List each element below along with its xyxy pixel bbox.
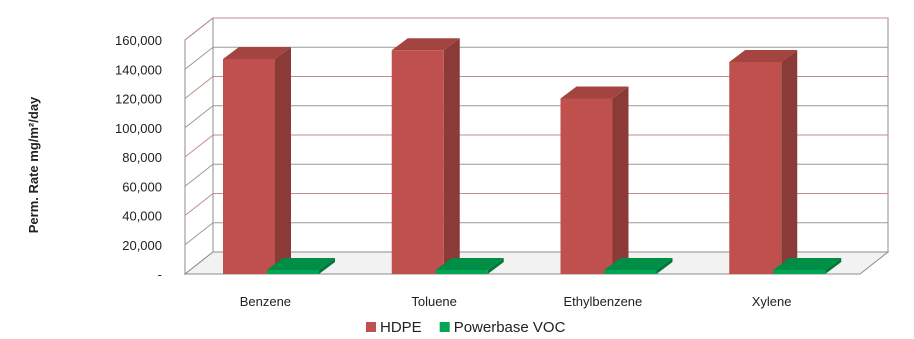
bar-top [773, 258, 842, 270]
bar-top [223, 47, 291, 60]
bar-front [604, 270, 657, 274]
y-axis-label: Perm. Rate mg/m²/day [26, 96, 41, 233]
bars [223, 38, 842, 275]
y-tick-label: 40,000 [122, 209, 162, 224]
bar-powerbase-voc-xylene [773, 258, 842, 274]
bar-front [560, 98, 613, 274]
y-tick-labels: - 20,000 40,000 60,000 80,000 100,000 120,000 1… [115, 33, 162, 282]
gridline [184, 76, 888, 99]
bar-top [267, 258, 335, 270]
bar-top [604, 258, 673, 270]
bar-top [729, 49, 798, 62]
bar-side [443, 38, 460, 274]
bar-top [435, 258, 504, 270]
y-tick-label: 20,000 [122, 238, 162, 253]
y-tick-label: 60,000 [122, 179, 162, 194]
y-tick-label: 140,000 [115, 62, 162, 77]
legend-label: HDPE [380, 319, 422, 336]
bar-top [560, 86, 629, 99]
gridline [184, 46, 888, 70]
bar-side [487, 258, 504, 274]
gridline [184, 17, 888, 41]
legend-item: Powerbase VOC [439, 319, 566, 336]
y-tick-label: - [158, 267, 162, 282]
gridline [184, 105, 888, 129]
bar-side [319, 258, 335, 274]
bar-hdpe-xylene [729, 49, 798, 274]
x-tick-label: Toluene [411, 294, 457, 309]
bar-hdpe-toluene [391, 38, 460, 274]
bar-side [612, 86, 629, 274]
legend-label: Powerbase VOC [454, 319, 566, 336]
bar-front [729, 61, 782, 274]
bar-powerbase-voc-benzene [267, 258, 335, 274]
gridline [184, 134, 888, 158]
y-tick-label: 80,000 [122, 150, 162, 165]
bar-front [267, 270, 319, 274]
x-tick-label: Xylene [752, 294, 792, 309]
bar-front [773, 270, 826, 274]
legend: HDPE Powerbase VOC [366, 319, 566, 336]
y-tick-label: 160,000 [115, 33, 162, 48]
legend-swatch [366, 322, 376, 332]
y-tick-label: 100,000 [115, 121, 162, 136]
bar-hdpe-benzene [223, 47, 291, 275]
gridline [184, 193, 888, 216]
bar-side [275, 47, 291, 275]
x-tick-label: Benzene [240, 294, 291, 309]
bar-front [223, 59, 275, 275]
x-tick-labels: Benzene Toluene Ethylbenzene Xylene [240, 294, 792, 309]
bar-front [435, 270, 488, 274]
y-tick-label: 120,000 [115, 92, 162, 107]
legend-swatch [439, 322, 450, 332]
legend-item: HDPE [366, 319, 422, 336]
bar-side [781, 49, 798, 274]
x-tick-label: Ethylbenzene [563, 294, 642, 309]
gridline [184, 163, 888, 187]
bar-hdpe-ethylbenzene [560, 86, 629, 274]
bar-side [825, 258, 842, 274]
bar-powerbase-voc-ethylbenzene [604, 258, 673, 274]
bar-top [391, 38, 460, 51]
gridlines [184, 17, 888, 246]
bar-front [391, 50, 444, 274]
bar-powerbase-voc-toluene [435, 258, 504, 274]
bar-side [656, 258, 673, 274]
gridline [184, 222, 888, 246]
